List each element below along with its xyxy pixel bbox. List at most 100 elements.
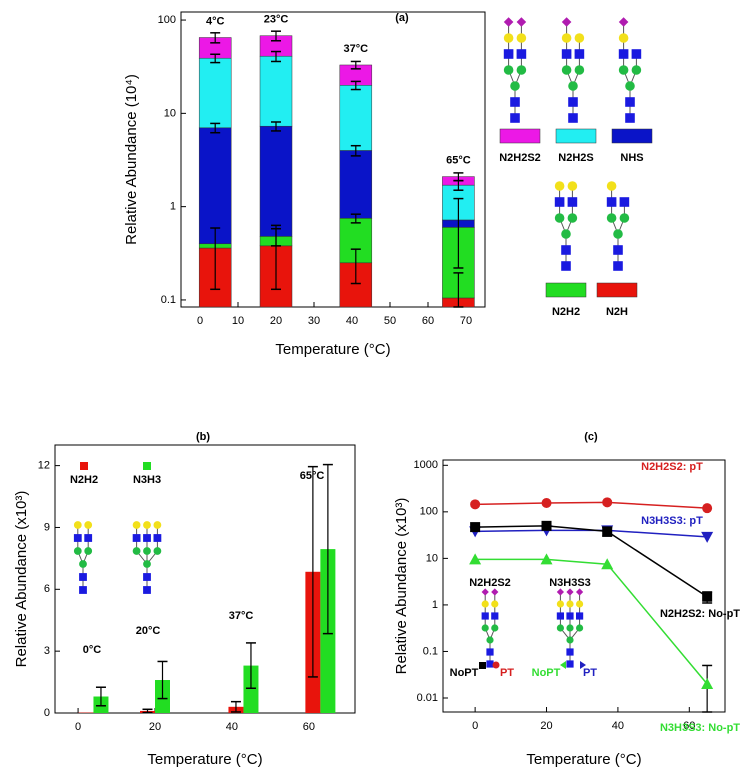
- mannose: [574, 65, 585, 75]
- glcnac: [491, 612, 499, 620]
- temperature-label: 20°C: [136, 625, 161, 637]
- temperature-label: 37°C: [344, 43, 369, 55]
- x-tick-label: 50: [384, 315, 396, 327]
- point: [540, 553, 553, 565]
- glcnac: [613, 245, 623, 255]
- bar-segment: [339, 262, 373, 308]
- glcnac: [132, 534, 141, 542]
- mannose: [491, 624, 499, 632]
- glcnac: [486, 660, 494, 668]
- glcnac: [574, 49, 585, 59]
- legend-swatch: [555, 128, 597, 144]
- x-tick-label: 60: [303, 721, 315, 733]
- galactose: [618, 33, 629, 43]
- legend-label: N3H3: [133, 474, 161, 486]
- galactose: [481, 600, 489, 608]
- glcnac: [143, 573, 151, 581]
- error-bar: [245, 642, 256, 690]
- y-tick-label: 1000: [414, 459, 438, 471]
- annotation: N3H3S3: [549, 577, 591, 589]
- x-tick-label: 20: [149, 721, 161, 733]
- x-tick-label: 40: [226, 721, 238, 733]
- mannose: [79, 560, 87, 568]
- point: [602, 526, 613, 537]
- glcnac: [618, 49, 629, 59]
- glcnac: [561, 49, 572, 59]
- series-line: [475, 558, 708, 685]
- legend-label: N2H2: [552, 306, 580, 318]
- error-bar: [210, 122, 221, 134]
- y-tick-label: 100: [158, 14, 176, 26]
- error-bar: [210, 53, 221, 64]
- galactose: [153, 521, 162, 529]
- legend-label: N2H: [606, 306, 628, 318]
- glcnac: [613, 261, 623, 271]
- y-axis-label: Relative Abundance (10⁴): [123, 74, 140, 245]
- marker-glyph: [479, 662, 486, 669]
- x-tick-label: 60: [683, 720, 695, 732]
- legend-swatch: [80, 462, 88, 470]
- glcnac: [503, 49, 514, 59]
- bar-segment: [259, 55, 293, 127]
- mannose: [567, 213, 578, 223]
- glcnac: [567, 197, 578, 207]
- y-tick-label: 12: [38, 460, 50, 472]
- marker-glyph: [560, 661, 566, 669]
- galactose: [574, 33, 585, 43]
- glcnac: [481, 612, 489, 620]
- legend-swatch: [611, 128, 653, 144]
- error-bar: [350, 248, 361, 285]
- sialic-acid: [561, 17, 572, 27]
- mannose: [566, 636, 574, 644]
- series-label: N3H3S3: No-pT: [660, 722, 740, 734]
- x-tick-label: 0: [75, 721, 81, 733]
- point: [470, 499, 481, 510]
- point: [470, 522, 481, 533]
- error-bar: [271, 50, 281, 63]
- glcnac: [84, 534, 93, 542]
- annotation: NoPT: [450, 667, 479, 679]
- mannose: [566, 624, 574, 632]
- error-bar: [453, 197, 464, 269]
- mannose: [561, 65, 572, 75]
- glcnac: [561, 245, 571, 255]
- point: [702, 591, 713, 602]
- x-tick-label: 10: [232, 315, 244, 327]
- mannose: [503, 65, 514, 75]
- galactose: [516, 33, 527, 43]
- error-bar: [350, 144, 361, 157]
- bar-segment: [198, 57, 232, 129]
- mannose: [556, 624, 565, 632]
- bar-segment: [339, 85, 373, 151]
- bar-segment: [259, 125, 293, 237]
- point: [601, 558, 614, 570]
- x-tick-label: 70: [460, 315, 472, 327]
- series-line: [475, 525, 708, 598]
- x-tick-label: 60: [422, 315, 434, 327]
- x-tick-label: 40: [346, 315, 358, 327]
- x-axis-label: Temperature (°C): [526, 751, 641, 768]
- glcnac: [566, 648, 574, 656]
- point: [701, 677, 714, 689]
- legend-swatch: [596, 282, 638, 298]
- galactose: [561, 33, 572, 43]
- bar-segment: [198, 127, 232, 245]
- galactose: [566, 600, 574, 608]
- galactose: [491, 600, 499, 608]
- mannose: [619, 213, 630, 223]
- sialic-acid: [481, 588, 489, 596]
- glcnac: [79, 573, 87, 581]
- plot-frame: [54, 444, 356, 714]
- x-tick-label: 0: [472, 720, 478, 732]
- galactose: [556, 600, 565, 608]
- glcnac: [576, 612, 584, 620]
- x-tick-label: 30: [308, 315, 320, 327]
- x-tick-label: 20: [270, 315, 282, 327]
- point: [541, 497, 552, 508]
- marker-glyph: [492, 661, 500, 669]
- mannose: [132, 547, 141, 555]
- y-tick-label: 3: [44, 645, 50, 657]
- legend-label: N2H2: [70, 474, 98, 486]
- temperature-label: 23°C: [264, 14, 289, 26]
